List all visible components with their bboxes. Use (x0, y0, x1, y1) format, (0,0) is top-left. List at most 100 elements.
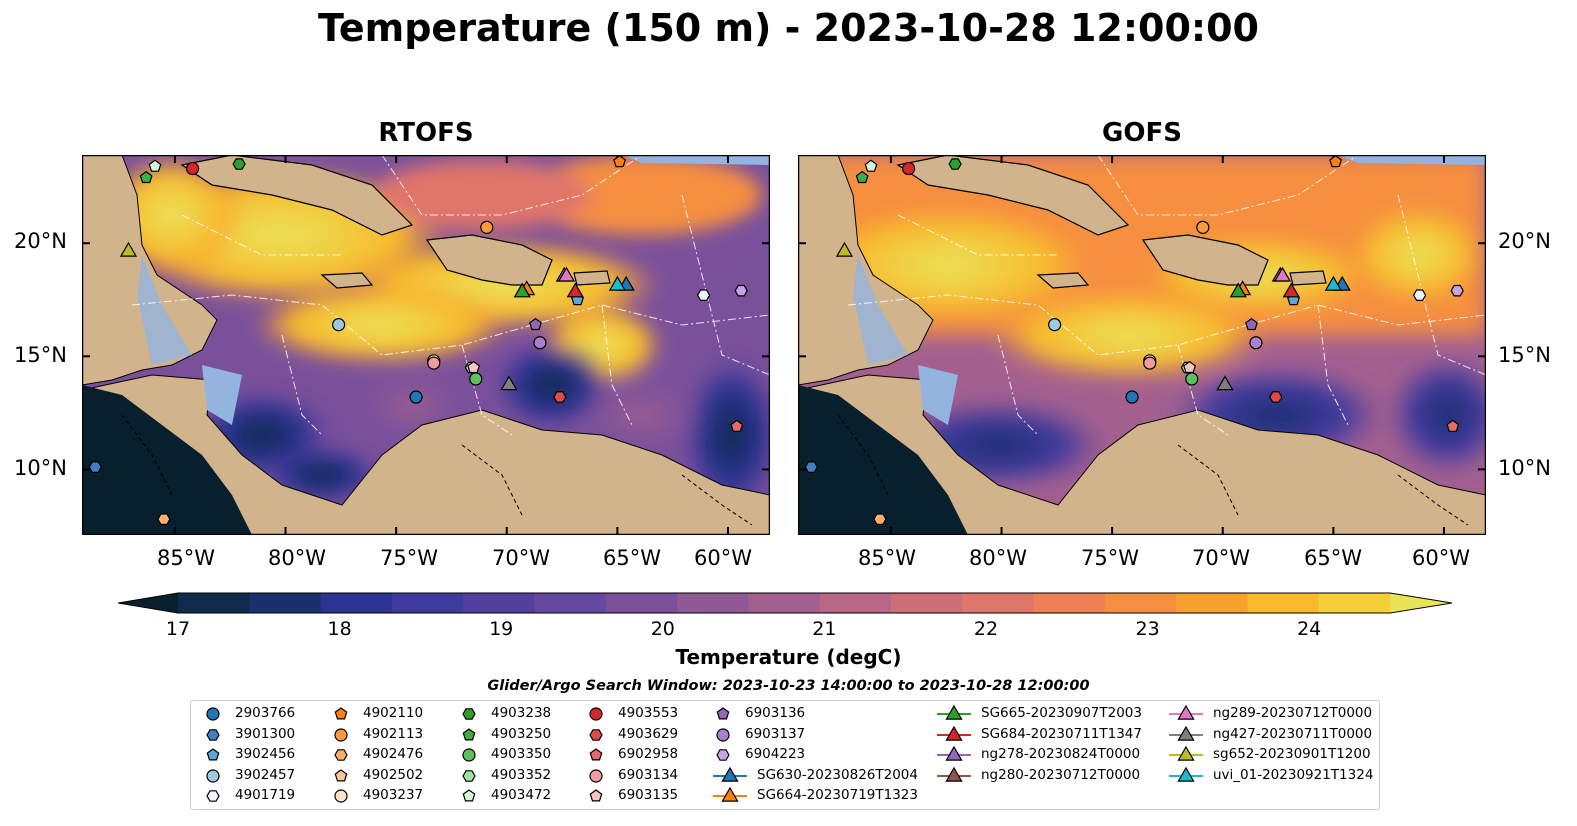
legend-marker (716, 707, 730, 720)
legend-label: 6904223 (745, 746, 806, 762)
legend-label: sg652-20230901T1200 (1213, 746, 1371, 762)
hispaniola-land (425, 234, 553, 286)
colorbar-tick-label: 17 (165, 618, 191, 640)
platform-marker-6903134 (1143, 356, 1157, 370)
platform-marker-2903766 (1125, 390, 1139, 404)
platform-marker-4903250 (139, 170, 153, 184)
platform-marker-sg665-20230907t2003 (1229, 282, 1247, 298)
platform-marker-4903553 (902, 161, 916, 176)
legend-label: ng280-20230712T0000 (981, 766, 1141, 783)
colorbar-segments (118, 592, 1452, 614)
legend-label: SG630-20230826T2004 (757, 766, 918, 783)
legend-marker (589, 728, 603, 741)
platform-marker-4903472 (148, 159, 162, 172)
legend-label: 3901300 (235, 725, 296, 742)
pacific-ocean (82, 385, 252, 535)
map-frame (82, 155, 770, 535)
legend-label: 3902456 (235, 746, 296, 762)
platform-marker-4903629 (1269, 391, 1283, 403)
legend-label: 4902476 (363, 746, 424, 762)
legend-marker (1169, 745, 1203, 761)
legend-marker (1169, 725, 1203, 741)
colorbar-tick-label: 19 (489, 618, 514, 640)
legend-label: 4903629 (618, 725, 679, 742)
colorbar-bin (962, 593, 1035, 613)
legend-marker (589, 789, 603, 802)
platform-marker-ng289-20230712t0000 (1273, 266, 1292, 282)
platform-marker-6904223 (734, 284, 748, 297)
legend-marker (937, 704, 971, 720)
platform-markers (88, 155, 748, 525)
legend-label: 4903553 (618, 705, 679, 721)
legend-marker (334, 727, 348, 742)
legend-marker (462, 748, 476, 762)
lon-label-65w: 65°W (1304, 546, 1362, 570)
colorbar-bin (605, 593, 678, 613)
lon-label-70w: 70°W (1192, 546, 1250, 570)
platform-marker-4903629 (553, 391, 567, 403)
shelf (1338, 155, 1486, 165)
lon-label-60w: 60°W (694, 546, 752, 570)
colorbar-bin (320, 593, 393, 613)
legend-label: 4903237 (363, 787, 424, 803)
platform-marker-ng427-20230711t0000 (1216, 375, 1234, 391)
legend-marker (334, 707, 348, 720)
legend-title: Glider/Argo Search Window: 2023-10-23 14… (487, 678, 1090, 694)
platform-marker-4903238 (948, 158, 962, 170)
cuba-land (896, 155, 1130, 236)
platform-marker-6903137 (1249, 336, 1263, 350)
legend-label: uvi_01-20230921T1324 (1213, 766, 1374, 783)
colorbar-bin (178, 593, 250, 613)
platform-marker-4903350 (1185, 372, 1199, 386)
legend-marker (716, 727, 730, 742)
jamaica-land (1036, 272, 1090, 289)
colorbar-tick-label: 21 (812, 618, 837, 640)
lon-label-75w: 75°W (380, 546, 438, 570)
platform-marker-4902476 (157, 513, 171, 525)
platform-marker-6903134 (427, 356, 441, 370)
colorbar-bin (1247, 593, 1320, 613)
puerto-rico-land (573, 270, 611, 286)
platform-marker-6903136 (1245, 317, 1258, 331)
legend-label: 6903137 (745, 725, 806, 742)
legend-marker (206, 728, 220, 741)
lat-label-15n-right: 15°N (1498, 343, 1551, 367)
legend-label: 6903136 (745, 705, 806, 721)
colorbar-tick-label: 18 (327, 618, 352, 640)
legend-marker (589, 707, 603, 721)
legend-label: 6903134 (618, 766, 679, 783)
colorbar-bin (534, 593, 607, 613)
legend-label: 6903135 (618, 787, 679, 803)
legend-marker (716, 749, 730, 761)
lon-label-65w: 65°W (603, 546, 661, 570)
colorbar-bin (677, 593, 749, 613)
platform-marker-uvi_01-20230921t1324 (1324, 275, 1342, 291)
platform-marker-6902958 (1446, 419, 1460, 432)
map-panel-rtofs (82, 155, 770, 535)
platform-marker-6902958 (730, 419, 744, 432)
legend-label: SG664-20230719T1323 (757, 787, 918, 803)
colorbar-tick-label: 22 (973, 618, 999, 640)
legend-marker (462, 727, 476, 740)
colorbar-bin (463, 593, 535, 613)
legend-marker (713, 766, 747, 782)
platform-marker-uvi_01-20230921t1324 (608, 275, 626, 291)
platform-marker-6903135 (1183, 360, 1197, 374)
platform-marker-4903250 (855, 170, 869, 184)
lon-label-80w: 80°W (268, 546, 326, 570)
platform-marker-4902113 (480, 220, 494, 234)
map-frame (798, 155, 1486, 535)
platform-marker-sg652-20230901t1200 (119, 241, 138, 257)
legend-marker (334, 749, 348, 761)
platform-marker-4901719 (696, 289, 711, 301)
lat-label-15n-left: 15°N (14, 343, 67, 367)
platform-marker-6903135 (467, 360, 481, 374)
platform-marker-3901300 (88, 461, 102, 473)
legend-marker (462, 769, 476, 782)
legend-label: ng427-20230711T0000 (1213, 725, 1373, 742)
platform-marker-sg684-20230711t1347 (1282, 282, 1300, 298)
legend-label: ng278-20230824T0000 (981, 746, 1141, 762)
colorbar-tick-label: 24 (1297, 618, 1322, 640)
legend-marker (589, 768, 603, 783)
platform-marker-4902476 (873, 513, 887, 525)
